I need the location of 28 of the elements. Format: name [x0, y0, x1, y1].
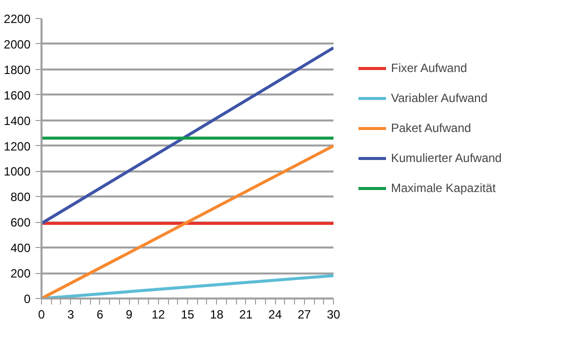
y-tick-label: 2200: [4, 12, 31, 26]
x-tick-label: 18: [210, 308, 224, 322]
y-tick-label: 600: [10, 216, 31, 230]
x-tick-label: 21: [239, 308, 253, 322]
x-tick-label: 3: [67, 308, 74, 322]
legend-label: Maximale Kapazität: [391, 181, 496, 195]
y-tick-label: 1800: [4, 62, 31, 77]
legend-label: Paket Aufwand: [391, 121, 472, 135]
y-tick-label: 800: [10, 190, 31, 204]
x-tick-label: 15: [180, 308, 194, 322]
x-tick-label: 30: [326, 308, 340, 322]
legend-label: Kumulierter Aufwand: [391, 151, 502, 165]
y-tick-label: 400: [10, 241, 31, 256]
y-tick-label: 1200: [4, 139, 31, 154]
y-tick-label: 1600: [4, 88, 31, 102]
legend-label: Fixer Aufwand: [391, 61, 468, 75]
legend-label: Variabler Aufwand: [391, 91, 488, 105]
x-tick-label: 9: [126, 308, 133, 322]
x-tick-label: 0: [38, 308, 46, 322]
y-tick-label: 2000: [4, 37, 31, 52]
y-tick-label: 1400: [4, 114, 31, 128]
x-tick-label: 24: [268, 308, 282, 322]
y-tick-label: 0: [24, 292, 31, 306]
x-tick-label: 12: [152, 308, 166, 322]
x-tick-label: 27: [298, 308, 312, 322]
y-tick-label: 1000: [4, 164, 31, 179]
y-tick-label: 200: [10, 266, 31, 281]
x-tick-label: 6: [96, 308, 104, 322]
